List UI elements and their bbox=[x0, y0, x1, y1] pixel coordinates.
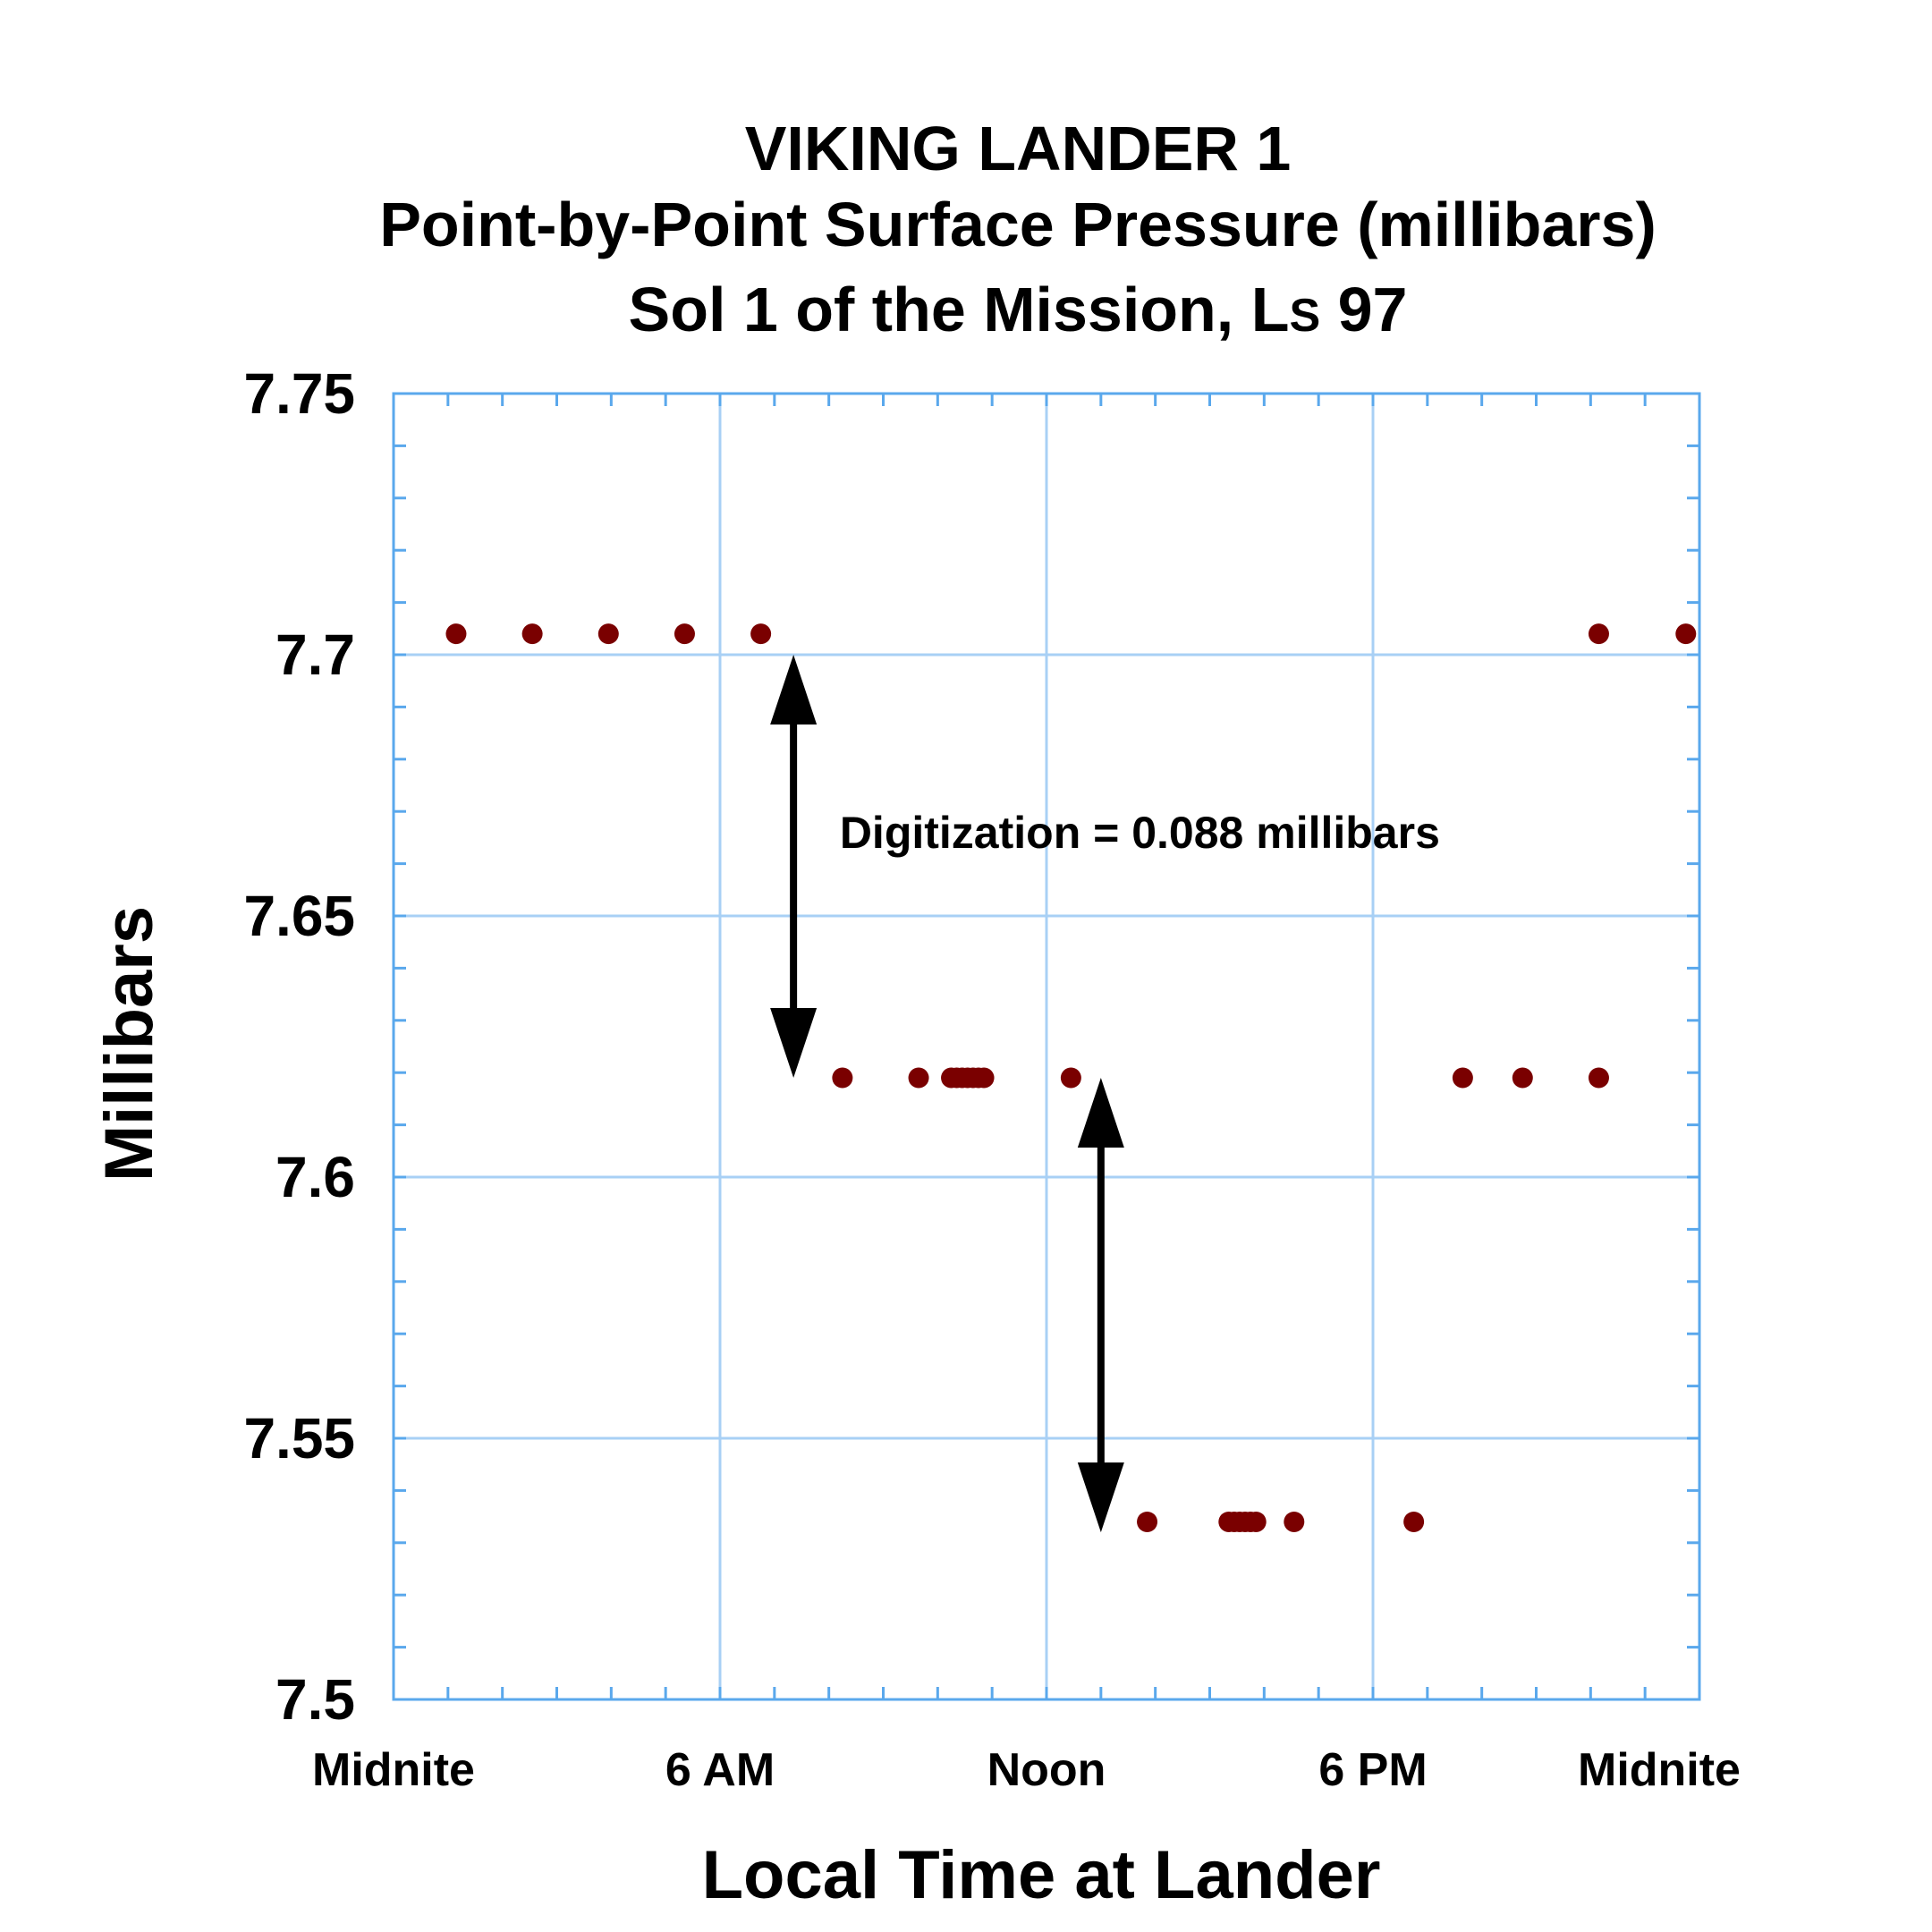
data-point bbox=[1060, 1067, 1081, 1089]
data-point bbox=[1137, 1511, 1158, 1532]
arrow-head-up bbox=[1077, 1078, 1124, 1148]
data-point bbox=[1403, 1511, 1425, 1532]
data-point bbox=[1284, 1511, 1305, 1532]
x-tick-labels: Midnite 6 AM Noon 6 PM Midnite bbox=[312, 1744, 1741, 1796]
y-tick-label: 7.55 bbox=[243, 1406, 355, 1470]
chart-subtitle: Point-by-Point Surface Pressure (milliba… bbox=[379, 190, 1657, 259]
x-tick-label: 6 PM bbox=[1318, 1744, 1427, 1796]
data-point bbox=[1452, 1067, 1473, 1089]
data-point bbox=[1588, 623, 1609, 645]
data-point bbox=[1512, 1067, 1533, 1089]
y-axis-label: Millibars bbox=[91, 906, 167, 1182]
x-axis-label: Local Time at Lander bbox=[702, 1837, 1381, 1913]
data-point bbox=[674, 623, 695, 645]
chart-subtitle-2: Sol 1 of the Mission, LS 97 bbox=[629, 275, 1408, 344]
digitization-label: Digitization = 0.088 millibars bbox=[840, 808, 1440, 858]
x-tick-label: Midnite bbox=[1578, 1744, 1741, 1796]
data-point bbox=[1675, 623, 1697, 645]
y-tick-labels: 7.5 7.55 7.6 7.65 7.7 7.75 bbox=[243, 361, 355, 1732]
y-tick-label: 7.7 bbox=[275, 623, 355, 687]
data-point bbox=[832, 1067, 853, 1089]
subtitle-tail: 97 bbox=[1320, 275, 1407, 344]
data-points bbox=[445, 623, 1697, 1532]
y-tick-label: 7.6 bbox=[275, 1145, 355, 1209]
grid bbox=[392, 392, 1701, 1701]
subtitle-subscript: S bbox=[1289, 290, 1320, 342]
y-tick-label: 7.65 bbox=[243, 884, 355, 948]
arrow-head-up bbox=[770, 655, 818, 724]
x-tick-label: 6 AM bbox=[665, 1744, 775, 1796]
data-point bbox=[750, 623, 772, 645]
arrow-head-down bbox=[770, 1008, 818, 1079]
data-point bbox=[597, 623, 619, 645]
chart-title: VIKING LANDER 1 bbox=[745, 114, 1292, 183]
data-point bbox=[973, 1067, 995, 1089]
data-point bbox=[445, 623, 467, 645]
data-point bbox=[521, 623, 543, 645]
annotations: Digitization = 0.088 millibars bbox=[770, 655, 1440, 1533]
data-point bbox=[1588, 1067, 1609, 1089]
x-tick-label: Midnite bbox=[312, 1744, 475, 1796]
y-tick-label: 7.5 bbox=[275, 1667, 355, 1732]
data-point bbox=[908, 1067, 929, 1089]
data-point bbox=[1245, 1511, 1267, 1532]
plot-area-frame bbox=[392, 392, 1701, 1701]
arrow-head-down bbox=[1077, 1462, 1124, 1533]
x-tick-label: Noon bbox=[987, 1744, 1106, 1796]
subtitle-main: Sol 1 of the Mission, L bbox=[629, 275, 1290, 344]
y-tick-label: 7.75 bbox=[243, 361, 355, 426]
